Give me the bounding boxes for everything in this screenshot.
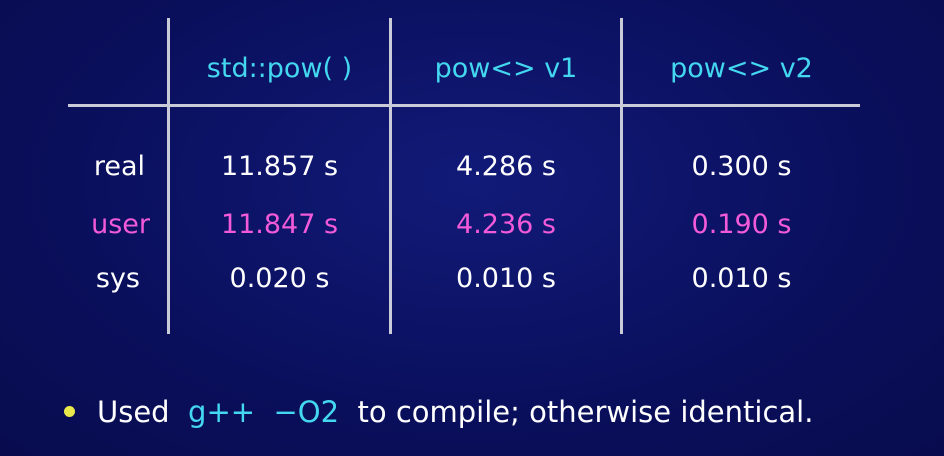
cell-real-pow-v2: 0.300 s xyxy=(691,151,792,182)
column-header-std-pow: std::pow( ) xyxy=(206,53,353,84)
column-divider-2 xyxy=(389,18,392,334)
column-header-pow-v1: pow<> v1 xyxy=(434,53,578,84)
cell-user-pow-v2: 0.190 s xyxy=(691,209,792,240)
cell-real-pow-v1: 4.286 s xyxy=(456,151,556,182)
note-suffix: to compile; otherwise identical. xyxy=(357,395,814,429)
header-divider xyxy=(68,104,860,107)
cell-user-std-pow: 11.847 s xyxy=(220,209,339,240)
row-label-user: user xyxy=(91,209,150,240)
cell-sys-std-pow: 0.020 s xyxy=(229,263,330,294)
cell-user-pow-v1: 4.236 s xyxy=(456,209,556,240)
row-label-real: real xyxy=(93,151,145,182)
column-divider-3 xyxy=(620,18,623,334)
row-label-sys: sys xyxy=(95,263,140,294)
cell-sys-pow-v2: 0.010 s xyxy=(691,263,792,294)
note-prefix: Used xyxy=(97,395,170,429)
cell-real-std-pow: 11.857 s xyxy=(220,151,339,182)
cell-sys-pow-v1: 0.010 s xyxy=(456,263,556,294)
note-compiler-command: g++ −O2 xyxy=(188,395,340,429)
column-header-pow-v2: pow<> v2 xyxy=(670,53,813,84)
column-divider-1 xyxy=(167,18,170,334)
bullet-note: Used g++ −O2 to compile; otherwise ident… xyxy=(64,392,813,432)
bullet-dot-icon xyxy=(64,405,75,417)
